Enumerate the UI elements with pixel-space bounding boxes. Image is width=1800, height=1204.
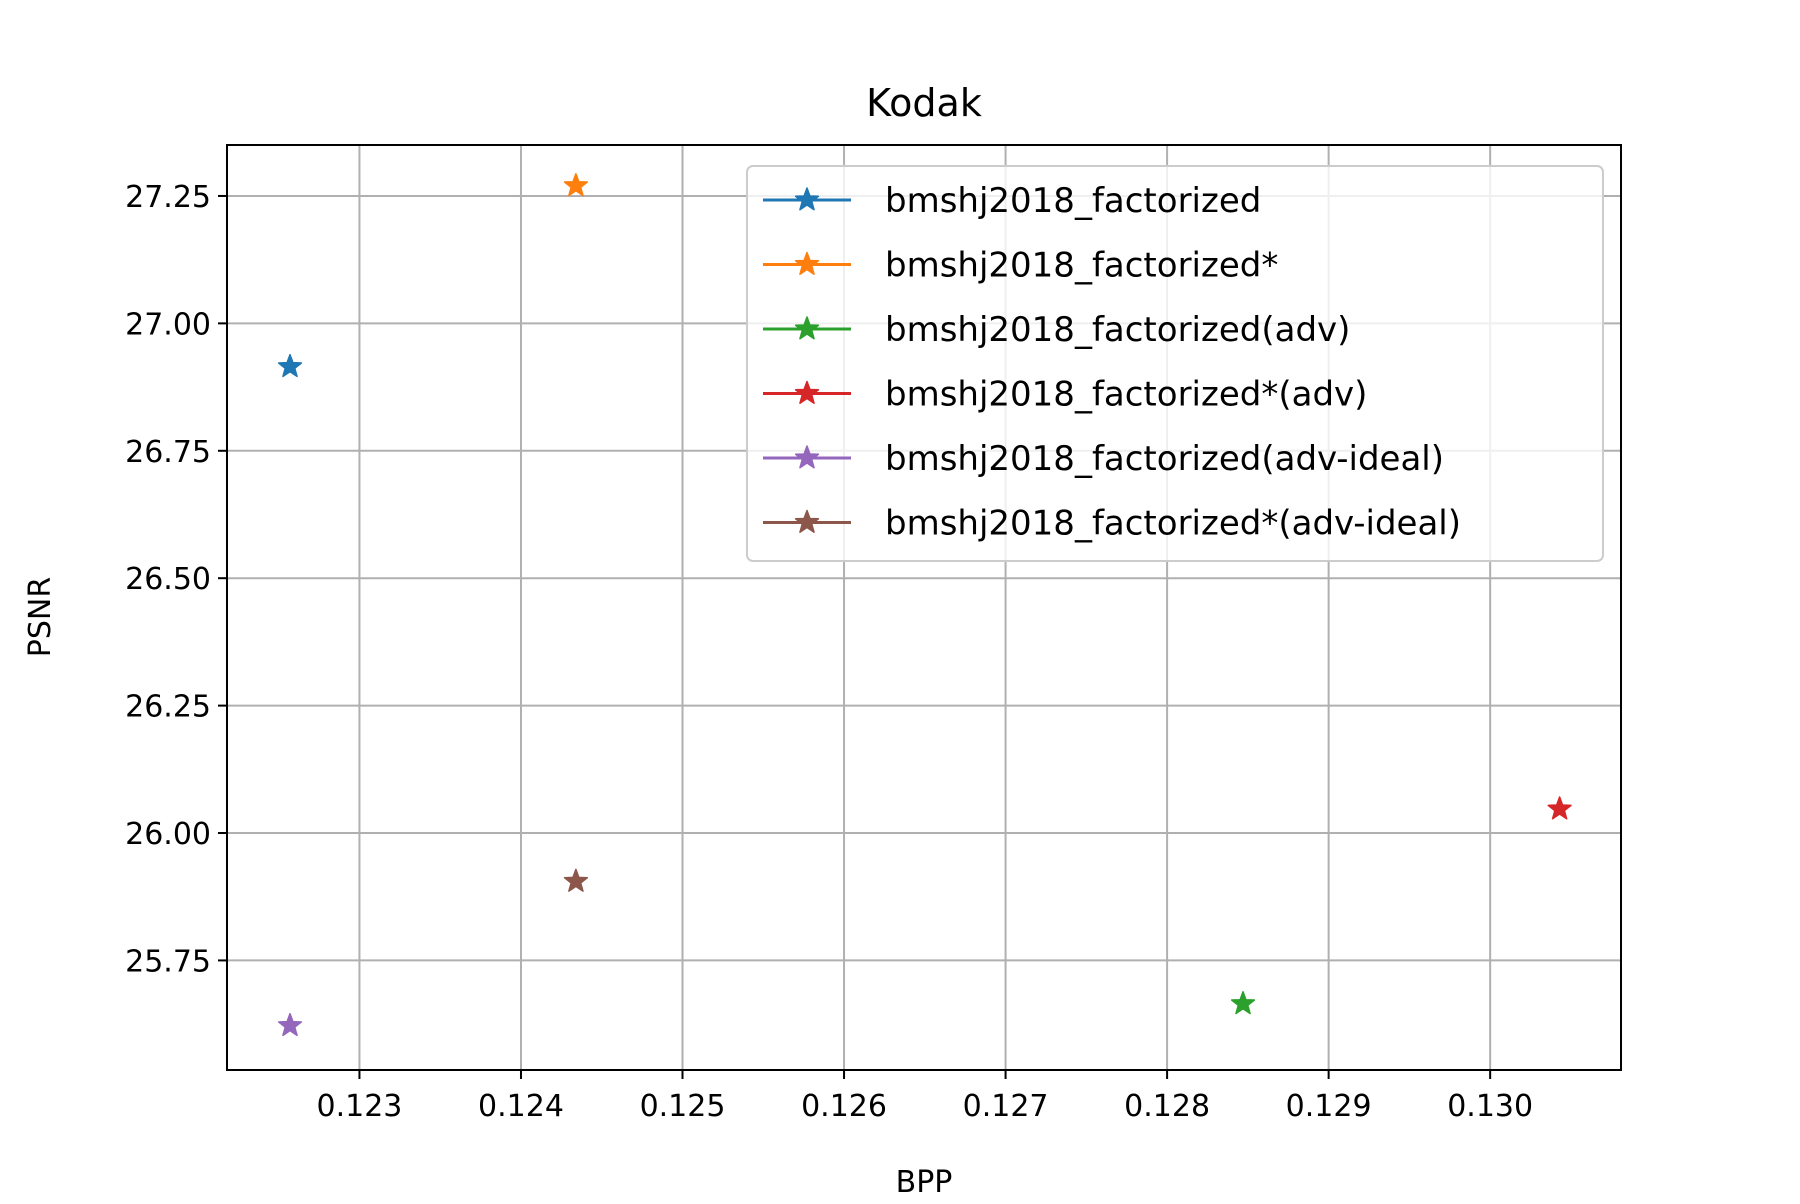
y-tick-label: 27.25 [125, 180, 211, 215]
x-tick-label: 0.130 [1447, 1089, 1533, 1124]
y-axis-label: PSNR [23, 577, 58, 657]
legend-marker-star [794, 380, 820, 404]
data-markers [277, 173, 1572, 1037]
x-tick-label: 0.125 [640, 1089, 726, 1124]
chart-title: Kodak [866, 81, 982, 125]
x-axis-label: BPP [896, 1165, 953, 1200]
legend-label: bmshj2018_factorized [885, 181, 1261, 221]
data-point-star [563, 868, 589, 892]
x-tick-label: 0.126 [801, 1089, 887, 1124]
legend-marker-star [794, 187, 820, 211]
legend-marker-star [794, 445, 820, 469]
x-tick-label: 0.124 [478, 1089, 564, 1124]
y-tick-label: 26.00 [125, 817, 211, 852]
axis-ticks: 0.123 0.124 0.125 0.126 0.127 0.128 0.129 0.130… [125, 180, 1533, 1124]
data-point-star [563, 173, 589, 197]
x-tick-label: 0.127 [963, 1089, 1049, 1124]
legend-label: bmshj2018_factorized*(adv) [885, 375, 1367, 415]
x-tick-label: 0.129 [1286, 1089, 1372, 1124]
y-tick-label: 25.75 [125, 944, 211, 979]
y-tick-label: 27.00 [125, 307, 211, 342]
legend-label: bmshj2018_factorized(adv) [885, 310, 1350, 350]
legend-marker-star [794, 316, 820, 340]
legend-label: bmshj2018_factorized(adv-ideal) [885, 439, 1444, 479]
data-point-star [1547, 796, 1572, 820]
legend-marker-star [794, 251, 820, 275]
data-point-star [277, 1012, 303, 1037]
y-tick-label: 26.50 [125, 562, 211, 597]
legend: bmshj2018_factorized bmshj2018_factorized… [746, 165, 1604, 562]
x-tick-label: 0.128 [1124, 1089, 1210, 1124]
plot-area-frame [226, 144, 1622, 1071]
x-tick-label: 0.123 [317, 1089, 403, 1124]
data-point-star [1230, 991, 1256, 1015]
data-point-star [277, 353, 303, 378]
y-tick-label: 26.75 [125, 435, 211, 470]
y-tick-label: 26.25 [125, 690, 211, 725]
legend-marker-star [794, 509, 820, 533]
legend-label: bmshj2018_factorized* [885, 246, 1278, 286]
legend-label: bmshj2018_factorized*(adv-ideal) [885, 504, 1461, 544]
legend-box [746, 165, 1604, 562]
